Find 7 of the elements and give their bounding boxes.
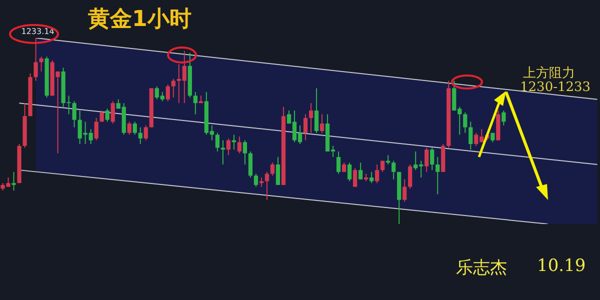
candlestick <box>220 140 225 164</box>
annotation: 1230-1233 <box>520 80 591 95</box>
text: 乐志杰 <box>456 257 507 279</box>
annotation: 上方阻力 <box>523 65 575 81</box>
annotation: 1233.14 <box>21 27 54 36</box>
text: 10.19 <box>537 256 586 276</box>
chart-title: 黄金1小时 <box>88 6 192 34</box>
